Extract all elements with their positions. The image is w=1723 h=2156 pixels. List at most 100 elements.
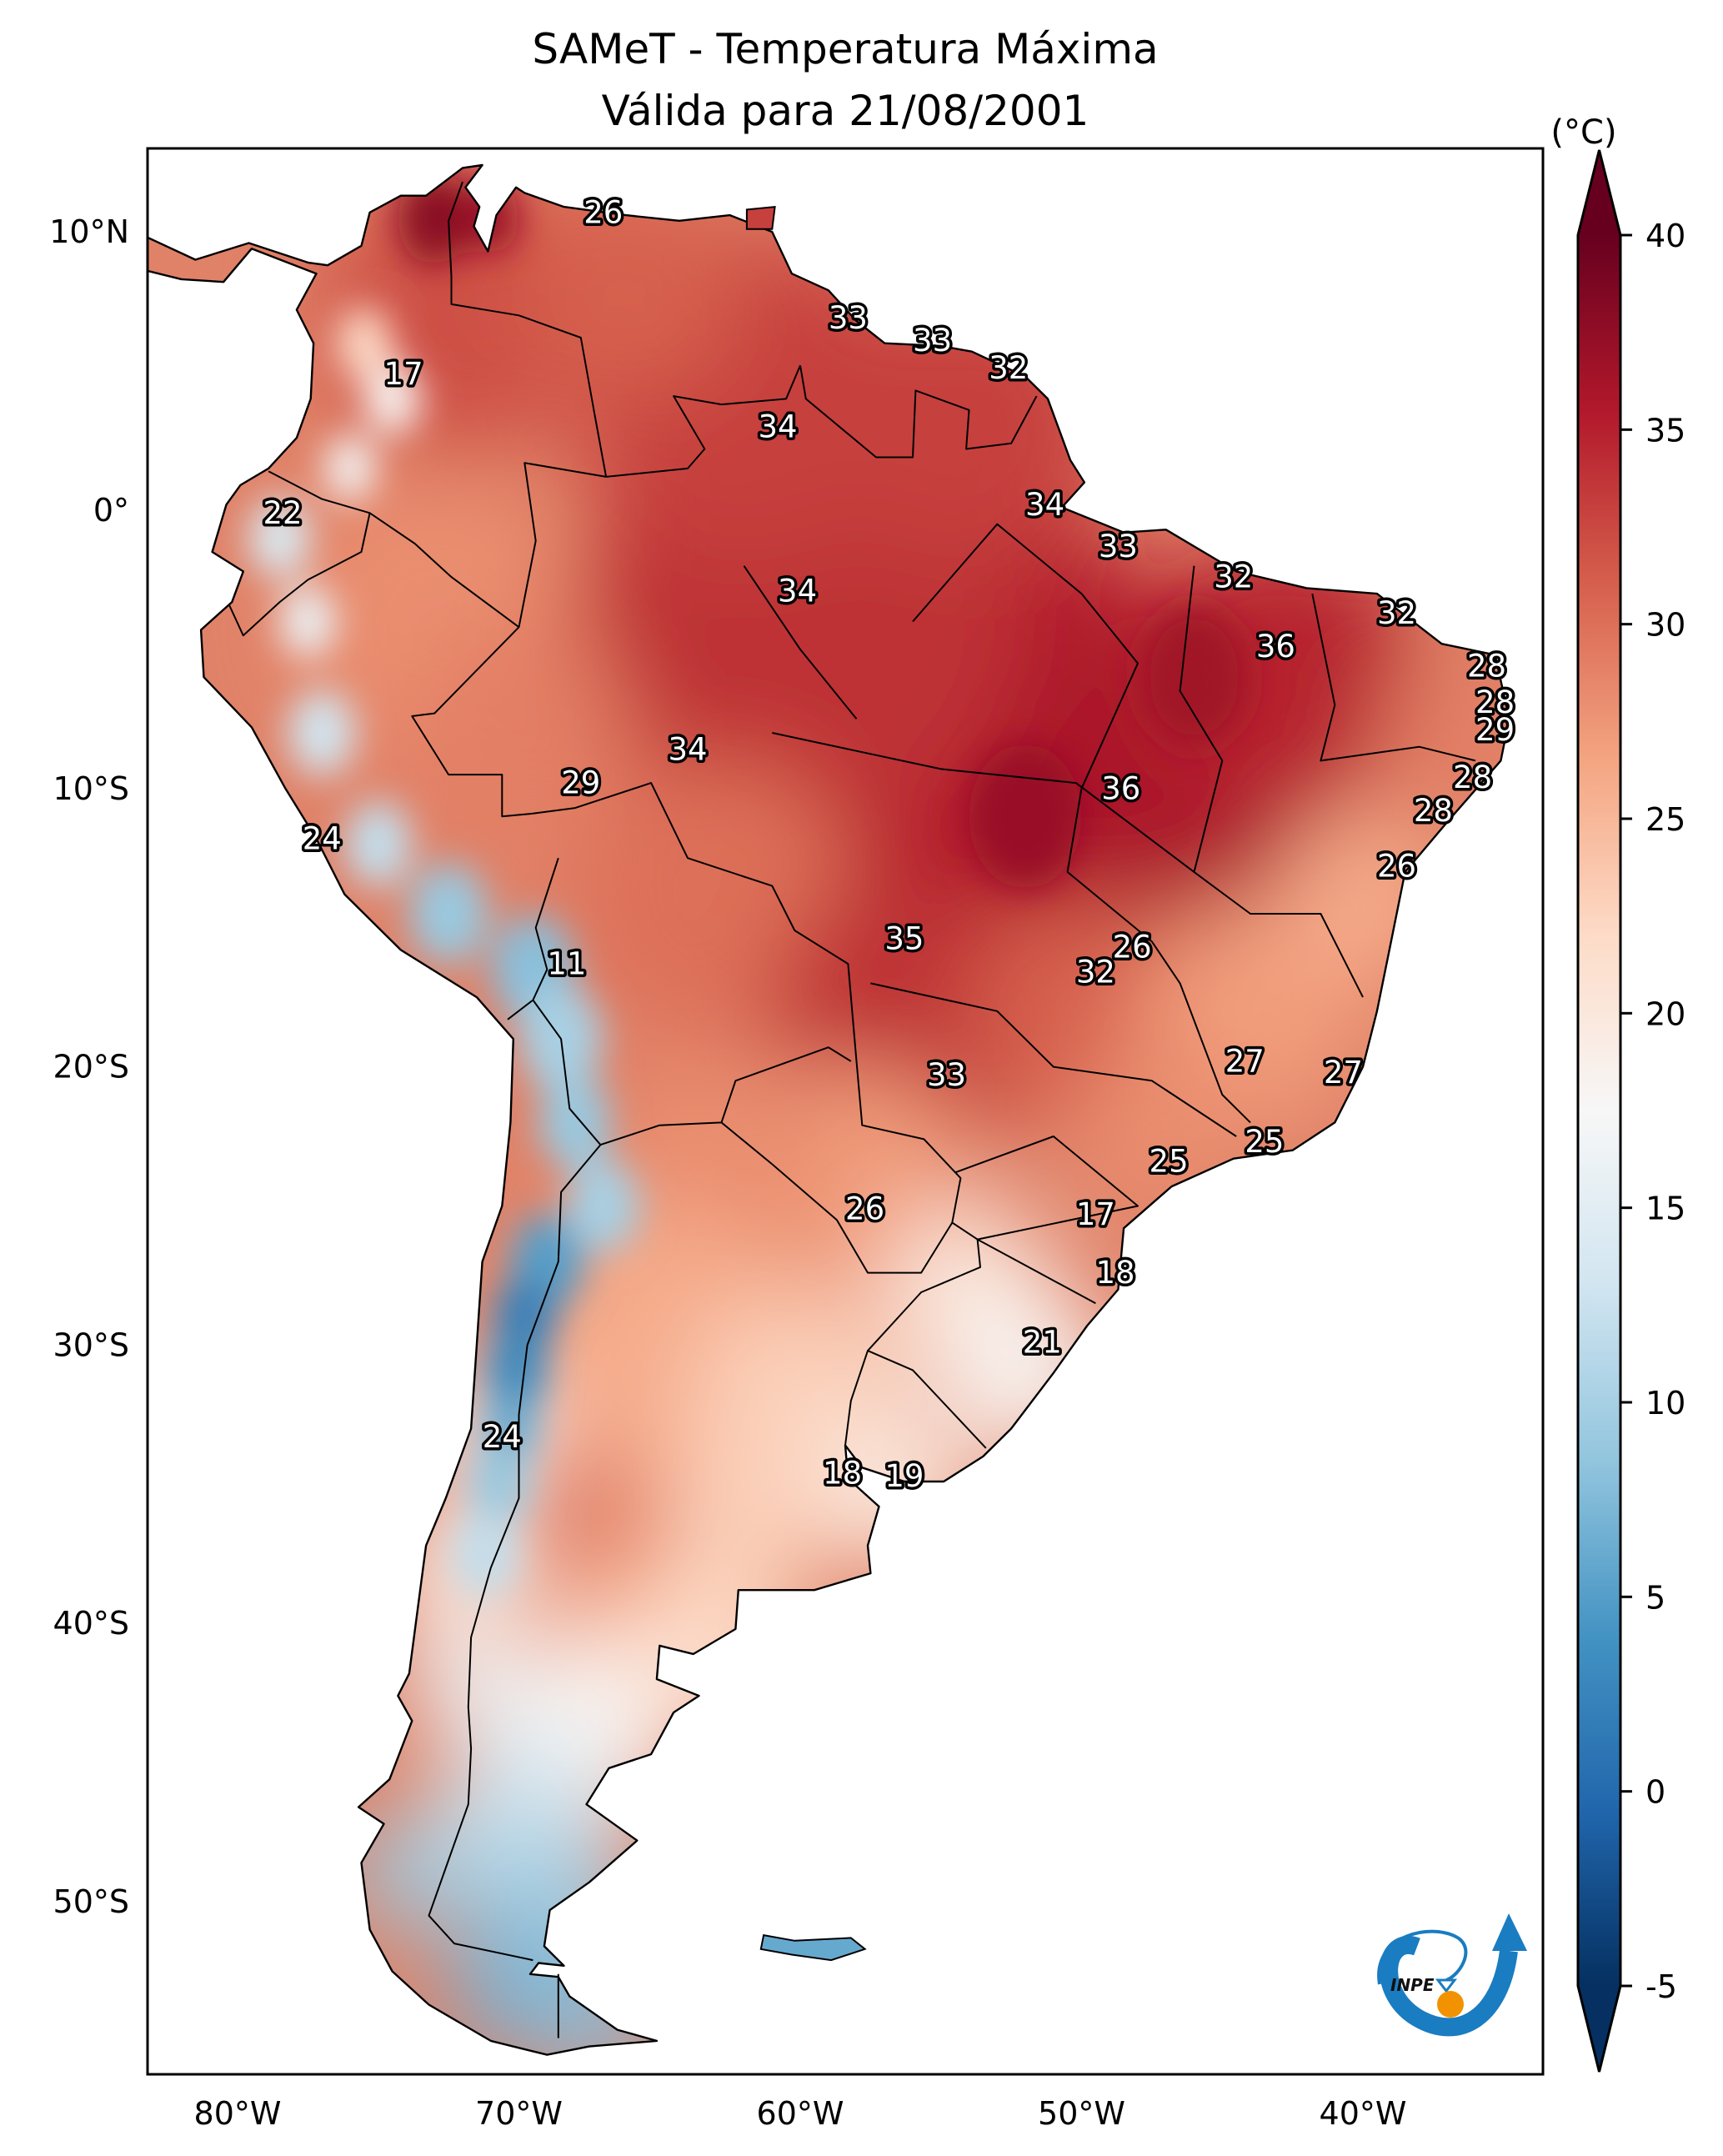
inpe-logo: INPE <box>1377 1913 1527 2037</box>
border-brazil-states-7 <box>743 565 858 720</box>
temperature-label: 36 <box>1101 770 1140 806</box>
temperature-label: 34 <box>668 732 707 768</box>
temperature-label: 29 <box>1475 712 1515 748</box>
colorbar-tick-label: 0 <box>1645 1774 1665 1811</box>
border-brazil-states-2 <box>912 523 1251 1124</box>
colorbar-tick-label: 35 <box>1645 412 1685 449</box>
temperature-region <box>1137 604 1251 750</box>
temperature-label: 25 <box>1245 1124 1284 1160</box>
temperature-region <box>248 498 311 579</box>
temperature-label: 33 <box>1099 529 1138 564</box>
border-peru-bolivia-chile <box>507 857 559 1020</box>
coastline <box>148 163 1510 2056</box>
temperature-regions-detail <box>248 171 1251 1597</box>
y-tick-label: 40°S <box>53 1605 129 1642</box>
x-axis: 80°W 70°W 60°W 50°W 40°W <box>194 2095 1407 2132</box>
temperature-label: 32 <box>1076 955 1115 990</box>
temperature-region <box>484 1333 548 1413</box>
border-colombia-venezuela <box>448 181 608 478</box>
colorbar-body <box>1576 149 1622 2073</box>
title-line-1: SAMeT - Temperatura Máxima <box>532 25 1159 73</box>
temperature-region <box>518 176 744 399</box>
border-andes-chile-argentina <box>428 1144 602 1962</box>
border-argentina-uruguay <box>844 1350 869 1446</box>
colorbar-tick-label: 10 <box>1645 1385 1685 1421</box>
political-borders <box>228 181 1476 2038</box>
temperature-label: 18 <box>1095 1255 1134 1291</box>
temperature-region <box>344 800 413 888</box>
temperature-region <box>1376 663 1510 803</box>
colorbar-ticks: 40 35 30 25 20 15 10 5 0 -5 <box>1620 218 1685 2005</box>
temperature-region <box>538 1075 612 1170</box>
colorbar-tick-label: 40 <box>1645 218 1685 254</box>
colorbar-tick-label: 20 <box>1645 995 1685 1032</box>
temperature-region <box>406 621 632 845</box>
logo-sun-icon <box>1437 1991 1464 2018</box>
logo-swoosh-icon <box>1380 1936 1518 2037</box>
colorbar-tick-label: 25 <box>1645 801 1685 838</box>
temperature-label: 28 <box>1467 648 1506 684</box>
temperature-label: 19 <box>884 1458 924 1494</box>
logo-arrow-icon <box>1492 1913 1527 1951</box>
logo-text: INPE <box>1390 1975 1435 1995</box>
logo-down-arrow-icon <box>1435 1978 1458 1993</box>
temperature-label: 17 <box>1076 1196 1115 1232</box>
temperature-label: 34 <box>1025 487 1064 523</box>
falkland-islands <box>759 1933 867 1962</box>
temperature-label: 26 <box>584 194 623 230</box>
colorbar-unit-label: (°C) <box>1550 113 1616 152</box>
temperature-label: 28 <box>1475 684 1515 720</box>
temperature-label: 27 <box>1225 1043 1265 1079</box>
y-tick-label: 50°S <box>53 1883 129 1920</box>
temperature-label: 24 <box>303 820 342 856</box>
temperature-region <box>288 689 356 777</box>
x-tick-label: 40°W <box>1320 2095 1407 2132</box>
temperature-region <box>1081 1039 1251 1206</box>
temperature-label: 33 <box>927 1057 966 1093</box>
temperature-label: 35 <box>884 921 924 957</box>
temperature-label: 21 <box>1023 1325 1062 1361</box>
border-bolivia-chile-argentina <box>532 999 852 1146</box>
title-line-2: Válida para 21/08/2001 <box>601 87 1089 135</box>
map-frame <box>146 147 1545 2076</box>
temperature-label: 34 <box>778 573 817 609</box>
colorbar-tick-label: 5 <box>1645 1579 1665 1616</box>
temperature-label: 28 <box>1414 793 1453 829</box>
temperature-region <box>408 863 488 965</box>
y-axis: 10°N 0° 10°S 20°S 30°S 40°S 50°S <box>49 213 129 1920</box>
temperature-region <box>451 1510 519 1597</box>
temperature-label: 29 <box>561 765 600 801</box>
temperature-label: 34 <box>758 409 797 444</box>
border-brazil-states-6 <box>954 1136 1139 1305</box>
x-tick-label: 80°W <box>194 2095 282 2132</box>
logo-orbit-icon <box>1377 1929 1468 1985</box>
border-guianas <box>799 365 1038 459</box>
temperature-region <box>406 1623 519 1735</box>
temperature-region <box>324 435 376 501</box>
colorbar-tick-label: -5 <box>1645 1968 1677 2005</box>
border-ecuador-peru <box>228 513 371 637</box>
temperature-region <box>336 307 393 380</box>
temperature-label: 11 <box>547 946 586 982</box>
temperature-label: 32 <box>1377 595 1416 631</box>
x-tick-label: 60°W <box>757 2095 844 2132</box>
y-tick-label: 0° <box>93 492 129 529</box>
border-brazil-states-1 <box>772 732 1195 873</box>
temperature-label: 22 <box>263 495 302 531</box>
temperature-label: 28 <box>1453 760 1492 795</box>
temperature-label: 36 <box>1256 629 1295 664</box>
temperature-region <box>363 363 421 435</box>
temperature-label: 17 <box>384 356 423 392</box>
y-tick-label: 30°S <box>53 1326 129 1363</box>
temperature-label: 33 <box>829 300 868 336</box>
colorbar-tick-label: 30 <box>1645 607 1685 644</box>
temperature-label: 27 <box>1324 1055 1363 1091</box>
temperature-region <box>659 1428 829 1596</box>
y-tick-label: 10°N <box>49 213 129 250</box>
colorbar: (°C) 40 35 30 25 20 15 10 5 0 -5 <box>1550 113 1685 2073</box>
border-brazil-west <box>411 365 987 1449</box>
y-tick-label: 10°S <box>53 770 129 807</box>
chart-title: SAMeT - Temperatura Máxima Válida para 2… <box>148 18 1543 142</box>
